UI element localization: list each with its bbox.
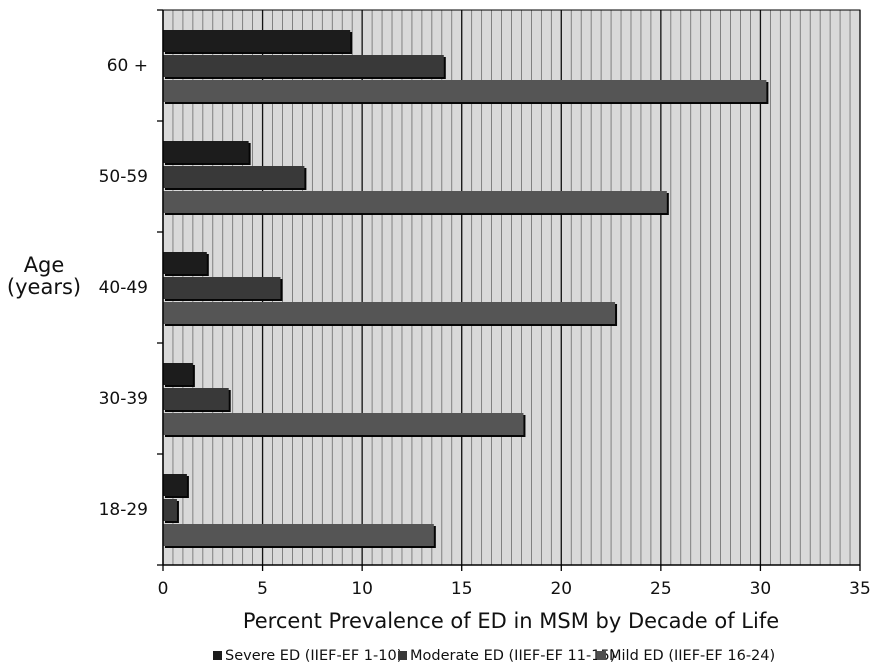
x-tick-label: 0 — [158, 579, 169, 599]
bar-moderate — [163, 388, 229, 410]
axes — [157, 9, 861, 571]
bar-severe — [163, 252, 207, 274]
legend-swatch — [398, 651, 407, 660]
bar-moderate — [163, 55, 444, 77]
bar-mild — [163, 191, 667, 213]
legend-label: Moderate ED (IIEF-EF 11-15) — [410, 648, 615, 664]
bar-severe — [163, 141, 249, 163]
legend-label: Severe ED (IIEF-EF 1-10) — [225, 648, 402, 664]
x-tick-label: 15 — [451, 579, 473, 599]
bar-moderate — [163, 277, 281, 299]
bar-mild — [163, 524, 434, 546]
category-label: 18-29 — [99, 500, 148, 520]
bar-moderate — [163, 166, 305, 188]
x-tick-label: 30 — [750, 579, 772, 599]
plot-border — [162, 9, 861, 566]
y-axis-title-line: Age — [24, 253, 65, 277]
bar-severe — [163, 474, 187, 496]
bar-mild — [163, 413, 524, 435]
legend-label: Mild ED (IIEF-EF 16-24) — [609, 648, 775, 664]
bar-severe — [163, 30, 351, 52]
bar-severe — [163, 363, 193, 385]
category-label: 60 + — [107, 56, 148, 76]
category-labels: 18-29 30-39 40-49 50-59 60 + — [99, 56, 148, 520]
category-label: 30-39 — [99, 389, 148, 409]
x-tick-label: 35 — [849, 579, 871, 599]
category-label: 40-49 — [99, 278, 148, 298]
x-tick-label: 5 — [257, 579, 268, 599]
x-tick-labels: 0 5 10 15 20 25 30 35 — [158, 579, 871, 599]
bars — [163, 30, 769, 548]
y-axis-title: Age (years) — [7, 253, 81, 299]
bar-moderate — [163, 499, 177, 521]
legend-swatch — [597, 651, 606, 660]
bar-mild — [163, 302, 616, 324]
legend-swatch — [213, 651, 222, 660]
legend: Severe ED (IIEF-EF 1-10) Moderate ED (IIE… — [213, 648, 775, 664]
category-label: 50-59 — [99, 167, 148, 187]
x-axis-title: Percent Prevalence of ED in MSM by Decad… — [243, 609, 779, 633]
bar-mild — [163, 80, 767, 102]
x-tick-label: 20 — [550, 579, 572, 599]
y-axis-title-line: (years) — [7, 275, 81, 299]
x-tick-label: 25 — [650, 579, 672, 599]
x-tick-label: 10 — [351, 579, 373, 599]
